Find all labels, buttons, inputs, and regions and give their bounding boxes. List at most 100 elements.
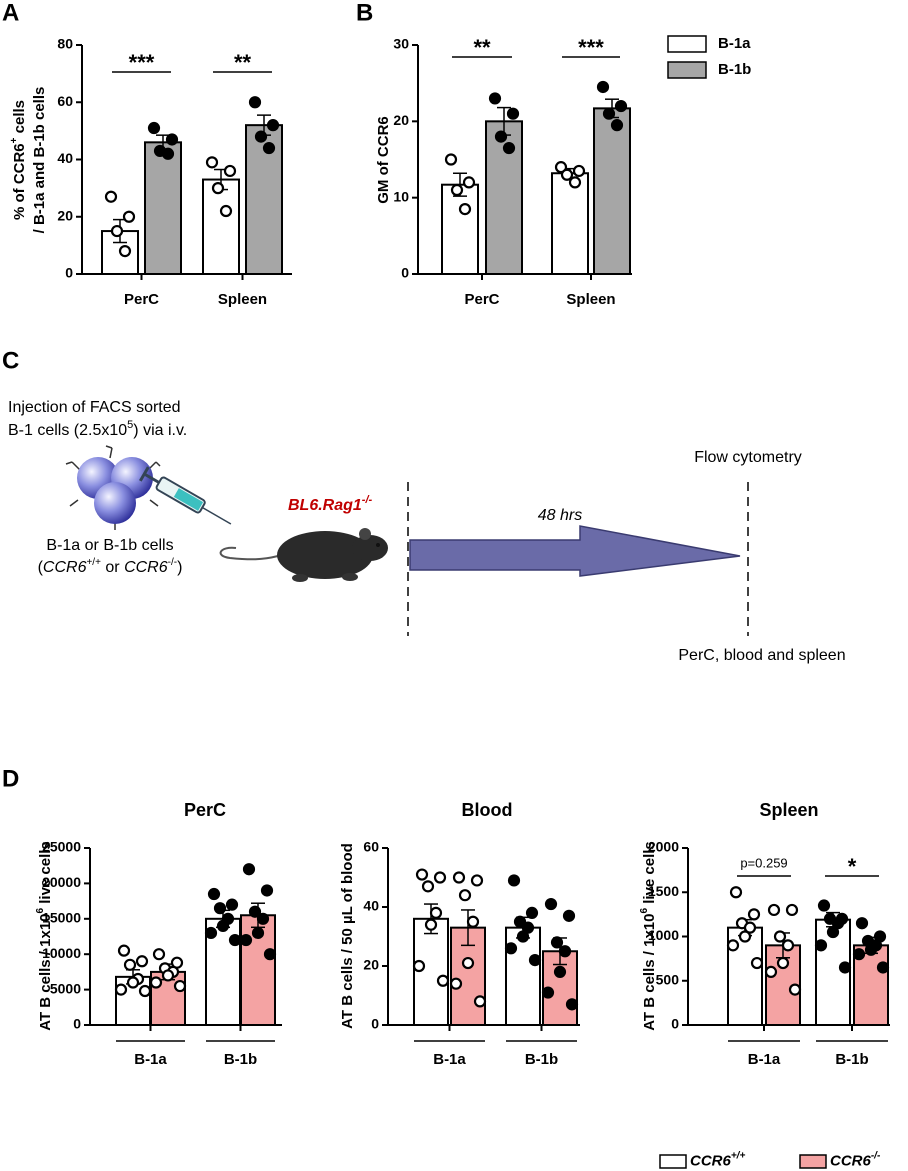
- injection-text: B-1 cells (2.5x105) via i.v.: [8, 419, 187, 439]
- y-tick-label: 80: [57, 36, 73, 52]
- y-tick-label: 500: [656, 971, 680, 987]
- data-point: [461, 956, 475, 970]
- y-tick-label: 0: [671, 1016, 679, 1032]
- readout-label: Flow cytometry: [694, 449, 802, 466]
- data-point: [161, 969, 175, 982]
- duration-label: 48 hrs: [538, 507, 582, 524]
- data-point: [118, 245, 132, 258]
- y-tick-label: 20: [57, 207, 73, 223]
- y-axis-label-part: AT B cells / 50 µL of blood: [339, 843, 356, 1029]
- bar: [202, 178, 240, 276]
- data-point: [429, 906, 443, 920]
- data-point: [568, 176, 582, 189]
- data-point: [263, 948, 277, 961]
- y-axis-label-part: +: [9, 137, 20, 143]
- y-tick-label: 20: [393, 112, 409, 128]
- bar: [593, 107, 631, 275]
- data-point: [541, 986, 555, 999]
- data-point: [223, 164, 237, 178]
- data-point: [521, 921, 535, 934]
- data-point: [248, 905, 262, 918]
- data-point: [528, 953, 542, 967]
- legend-swatch: [799, 1154, 827, 1169]
- data-point: [502, 141, 516, 155]
- x-tick-label: B-1b: [525, 1051, 558, 1068]
- data-point: [781, 939, 795, 952]
- y-axis-label: AT B cells / 50 µL of blood: [339, 843, 356, 1029]
- y-tick-label: 1000: [648, 927, 679, 943]
- data-point: [572, 164, 586, 178]
- x-tick-label: Spleen: [566, 291, 615, 308]
- data-point: [773, 930, 787, 943]
- superscript: 5: [127, 419, 133, 431]
- significance-label: p=0.259: [740, 855, 787, 870]
- gene: CCR6: [124, 559, 168, 576]
- cells-text: B-1a or B-1b cells: [46, 537, 173, 554]
- data-point: [228, 933, 242, 947]
- x-tick-label: B-1a: [433, 1051, 466, 1068]
- data-point: [855, 917, 869, 930]
- data-point: [207, 887, 221, 901]
- y-tick-label: 0: [73, 1016, 81, 1032]
- injection-text: Injection of FACS sorted: [8, 399, 181, 416]
- legend-label: B-1b: [718, 61, 751, 78]
- data-point: [747, 908, 761, 921]
- legend-superscript: +/+: [731, 1151, 746, 1162]
- data-point: [838, 961, 852, 974]
- x-tick-label: PerC: [124, 291, 159, 308]
- y-axis-label: % of CCR6+ cells: [9, 100, 28, 220]
- data-point: [424, 918, 438, 931]
- data-point: [213, 902, 227, 915]
- data-point: [110, 224, 124, 238]
- significance-label: **: [234, 50, 252, 75]
- data-point: [256, 912, 270, 925]
- y-tick-label: 10000: [42, 945, 81, 961]
- legend-swatch: [667, 61, 707, 79]
- x-tick-label: B-1b: [835, 1051, 868, 1068]
- chart-title: PerC: [184, 800, 226, 820]
- y-axis-label: / B-1a and B-1b cells: [31, 87, 48, 234]
- significance-label: *: [848, 854, 857, 879]
- text-part: or: [101, 559, 124, 576]
- cells-icon: [65, 445, 161, 530]
- x-tick-label: B-1a: [748, 1051, 781, 1068]
- data-point: [251, 926, 265, 940]
- y-tick-label: 20: [363, 957, 379, 973]
- legend-superscript: -/-: [871, 1151, 881, 1162]
- text-part: BL6.Rag1: [288, 497, 362, 514]
- text-part: ) via i.v.: [133, 422, 187, 439]
- data-point: [444, 153, 458, 166]
- y-axis-label-part: cells: [11, 100, 28, 138]
- data-point: [266, 119, 280, 132]
- legend-label: CCR6+/+: [690, 1151, 745, 1170]
- data-point: [544, 897, 558, 911]
- data-point: [817, 899, 831, 912]
- legend-name: B-1a: [718, 35, 751, 52]
- legend-swatch: [667, 35, 707, 53]
- data-point: [507, 874, 521, 887]
- data-point: [864, 943, 878, 956]
- text-part: (: [38, 559, 44, 576]
- data-point: [211, 182, 225, 195]
- data-point: [126, 976, 140, 989]
- y-tick-label: 5000: [50, 980, 81, 996]
- y-axis-label: AT B cells / 1x106 live cells: [639, 841, 658, 1031]
- data-point: [814, 939, 828, 952]
- y-axis-label: GM of CCR6: [375, 116, 392, 204]
- chart-title: Blood: [462, 800, 513, 820]
- x-tick-label: B-1a: [134, 1051, 167, 1068]
- data-point: [488, 92, 502, 105]
- data-point: [225, 898, 239, 911]
- data-point: [138, 984, 152, 998]
- y-axis-label: AT B cells / 1x106 live cells: [35, 841, 54, 1031]
- legend-swatch: [659, 1154, 687, 1169]
- data-point: [516, 930, 530, 943]
- y-axis-label-part: AT B cells / 1x10: [37, 913, 54, 1030]
- syringe-icon: [139, 466, 232, 525]
- bar: [144, 141, 182, 275]
- y-axis-label-part: AT B cells / 1x10: [641, 913, 658, 1030]
- y-tick-label: 30: [393, 36, 409, 52]
- recipient-label: BL6.Rag1-/-: [288, 494, 373, 514]
- y-tick-label: 40: [363, 898, 379, 914]
- panel-label: A: [2, 0, 19, 26]
